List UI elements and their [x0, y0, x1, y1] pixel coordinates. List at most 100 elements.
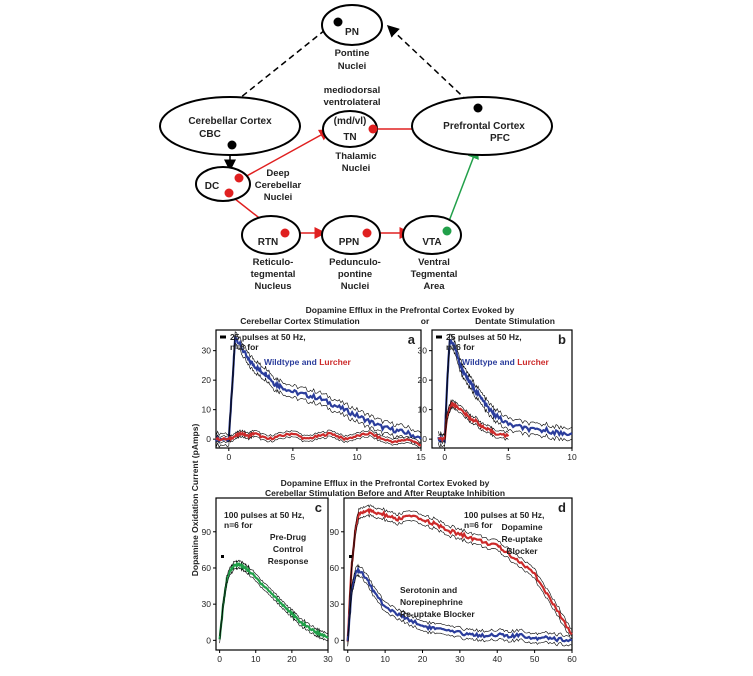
y-axis-label: Dopamine Oxidation Current (pAmps): [190, 424, 200, 577]
series-sem-upper: [347, 504, 573, 637]
x-tick-label: 10: [352, 452, 362, 462]
y-tick-label: 0: [206, 635, 211, 645]
legend-item: Lurcher: [517, 357, 549, 367]
y-tick-label: 0: [334, 635, 339, 645]
node-label: PN: [345, 27, 359, 38]
neuron-dot: [368, 124, 378, 134]
series-line: [346, 508, 573, 642]
panel-d: 0 10 20 30 40 50 60 0 30 60 90 d 100 pulses at 50 Hz…: [330, 497, 577, 664]
x-tick-label: 0: [442, 452, 447, 462]
legend-item: Re-uptake: [501, 534, 542, 544]
legend-item: and: [497, 357, 517, 367]
node-caption: Nuclei: [341, 281, 370, 292]
legend-item: Blocker: [506, 546, 538, 556]
node-label: CBC: [199, 129, 221, 140]
y-tick-label: 20: [202, 375, 212, 385]
legend-item: Response: [268, 556, 309, 566]
series-sem-upper: [438, 333, 573, 436]
node-caption: tegmental: [251, 269, 296, 280]
series-line: [214, 335, 422, 444]
series-sem-upper: [347, 563, 573, 637]
node-caption: Cerebellar: [255, 180, 302, 191]
x-tick-label: 10: [380, 654, 390, 664]
node-label: Prefrontal Cortex: [443, 121, 525, 132]
node-label: PFC: [490, 133, 510, 144]
legend-item: Pre-Drug: [270, 532, 306, 542]
legend-item: Lurcher: [319, 357, 351, 367]
annotation-line: n=6 for: [224, 520, 253, 530]
x-tick-label: 15: [416, 452, 426, 462]
series-line: [437, 338, 573, 444]
legend-text: Wildtype and Lurcher: [462, 357, 550, 367]
legend-item: Wildtype: [264, 357, 300, 367]
node-label: VTA: [422, 237, 441, 248]
x-tick-label: 0: [217, 654, 222, 664]
node-pn: PN Pontine Nuclei: [321, 4, 383, 72]
neuron-dot: [280, 228, 290, 238]
chart-title-bottom: Dopamine Efflux in the Prefrontal Cortex…: [281, 478, 490, 488]
legend-item: Dopamine: [501, 522, 542, 532]
neuron-dot: [442, 226, 452, 236]
node-caption: mediodorsal: [324, 85, 381, 96]
edge-pfc-pn: [386, 24, 476, 109]
y-tick-label: 0: [206, 434, 211, 444]
series-sem-lower: [215, 435, 422, 449]
plot-frame: [215, 329, 422, 449]
annotation-line: 100 pulses at 50 Hz,: [224, 510, 304, 520]
pathway-diagram: PN Pontine Nuclei Cerebellar Cortex CBC …: [159, 4, 553, 292]
legend-item: Serotonin and: [400, 585, 457, 595]
x-tick-label: 5: [506, 452, 511, 462]
y-tick-label: 20: [418, 375, 428, 385]
node-cbc: Cerebellar Cortex CBC: [159, 96, 301, 156]
annotation-line: 100 pulses at 50 Hz,: [464, 510, 544, 520]
node-caption: Nuclei: [342, 163, 371, 174]
annotation-line: 25 pulses at 50 Hz,: [230, 332, 306, 342]
node-label: (md/vl): [334, 116, 367, 127]
edge-vta-pfc: [445, 146, 479, 230]
neuron-dot: [473, 103, 483, 113]
node-caption: Nuclei: [338, 61, 367, 72]
node-caption: Pontine: [335, 48, 370, 59]
y-tick-label: 10: [418, 405, 428, 415]
x-tick-label: 20: [287, 654, 297, 664]
x-tick-label: 20: [418, 654, 428, 664]
node-rtn: RTN Reticulo- tegmental Nucleus: [241, 215, 301, 292]
series-sem-lower: [215, 342, 422, 448]
neuron-dot: [224, 188, 234, 198]
panel-letter: c: [315, 500, 322, 515]
node-caption: Area: [423, 281, 445, 292]
y-tick-label: 60: [330, 563, 340, 573]
series-sem-upper: [215, 331, 422, 436]
node-pfc: Prefrontal Cortex PFC: [411, 96, 553, 156]
x-tick-label: 50: [530, 654, 540, 664]
annotation-line: 25 pulses at 50 Hz,: [446, 332, 522, 342]
series-line: [437, 399, 510, 443]
node-label: Cerebellar Cortex: [188, 116, 272, 127]
node-caption: Deep: [266, 168, 289, 179]
y-tick-label: 10: [202, 405, 212, 415]
panel-letter: d: [558, 500, 566, 515]
chart-title-top-right: Dentate Stimulation: [475, 316, 555, 326]
panel-letter: b: [558, 332, 566, 347]
annotation-line: n=6 for: [230, 342, 259, 352]
neuron-dot: [227, 140, 237, 150]
annotation-line: n=6 for: [446, 342, 475, 352]
y-tick-label: 30: [330, 599, 340, 609]
panel-c: 0 10 20 30 0 30 60 90 c 100 pulses at 50 Hz,n=6 f…: [202, 497, 333, 664]
y-tick-label: 30: [202, 599, 212, 609]
chart-title-top: Dopamine Efflux in the Prefrontal Cortex…: [306, 305, 515, 315]
x-tick-label: 0: [345, 654, 350, 664]
x-tick-label: 5: [291, 452, 296, 462]
series-sem-upper: [215, 429, 422, 443]
x-tick-label: 60: [567, 654, 577, 664]
series-sem-lower: [347, 513, 573, 647]
legend-item: Wildtype: [462, 357, 498, 367]
annotation-line: n=6 for: [464, 520, 493, 530]
series-sem-upper: [438, 399, 509, 438]
node-label: PPN: [339, 237, 360, 248]
x-tick-label: 10: [567, 452, 577, 462]
legend-item: and: [299, 357, 319, 367]
y-tick-label: 0: [422, 434, 427, 444]
